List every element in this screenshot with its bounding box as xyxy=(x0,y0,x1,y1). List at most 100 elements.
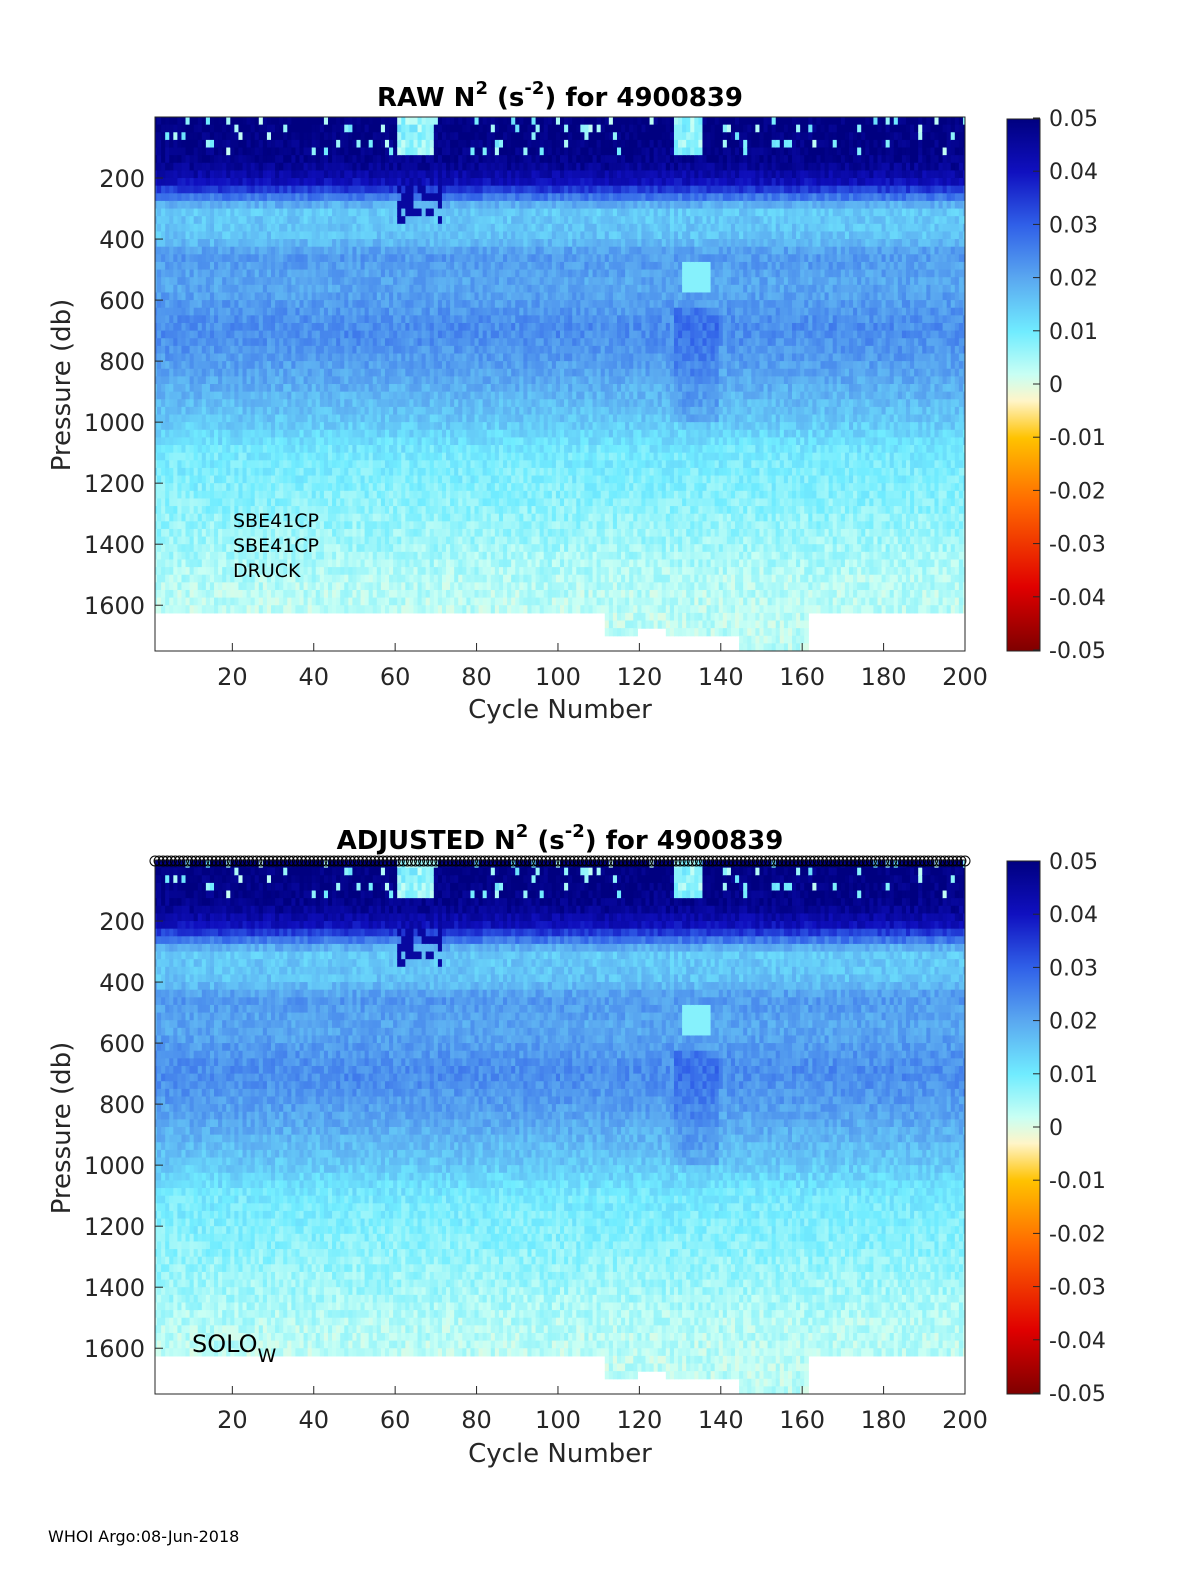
heatmap-cell xyxy=(433,368,439,377)
heatmap-cell xyxy=(389,414,394,423)
heatmap-cell xyxy=(218,429,223,438)
heatmap-cell xyxy=(462,460,467,469)
heatmap-cell xyxy=(250,254,256,263)
heatmap-cell xyxy=(291,284,297,294)
heatmap-cell xyxy=(441,498,447,507)
heatmap-cell xyxy=(437,307,443,316)
heatmap-cell xyxy=(441,223,447,233)
heatmap-cell xyxy=(214,368,219,377)
heatmap-cell xyxy=(230,582,235,591)
heatmap-cell xyxy=(372,376,378,385)
heatmap-cell xyxy=(205,147,211,156)
heatmap-cell xyxy=(340,345,345,355)
heatmap-cell xyxy=(425,216,431,225)
heatmap-cell xyxy=(417,475,423,484)
heatmap-cell xyxy=(364,429,370,438)
heatmap-cell xyxy=(181,536,187,545)
heatmap-cell xyxy=(311,445,317,454)
heatmap-cell xyxy=(332,483,337,492)
heatmap-cell xyxy=(234,536,240,545)
heatmap-cell xyxy=(421,475,427,484)
heatmap-cell xyxy=(380,574,386,583)
heatmap-cell xyxy=(234,170,240,179)
heatmap-cell xyxy=(360,414,366,423)
heatmap-cell xyxy=(454,216,459,225)
heatmap-cell xyxy=(246,200,252,210)
heatmap-cell xyxy=(348,414,354,423)
heatmap-cell xyxy=(185,368,191,377)
heatmap-cell xyxy=(234,528,240,538)
heatmap-cell xyxy=(323,269,329,278)
heatmap-cell xyxy=(165,559,170,568)
heatmap-cell xyxy=(299,216,305,225)
heatmap-cell xyxy=(258,544,264,553)
heatmap-cell xyxy=(238,338,244,347)
heatmap-cell xyxy=(254,155,260,164)
heatmap-cell xyxy=(299,376,305,385)
heatmap-cell xyxy=(433,147,439,156)
heatmap-cell xyxy=(295,437,301,446)
heatmap-cell xyxy=(441,582,447,591)
heatmap-cell xyxy=(303,414,309,423)
heatmap-cell xyxy=(279,452,284,461)
heatmap-cell xyxy=(275,437,280,446)
heatmap-cell xyxy=(222,162,227,171)
heatmap-cell xyxy=(189,117,195,126)
heatmap-cell xyxy=(364,384,370,393)
heatmap-cell xyxy=(352,239,358,248)
heatmap-cell xyxy=(275,223,280,233)
heatmap-cell xyxy=(319,521,325,530)
heatmap-cell xyxy=(384,544,390,553)
heatmap-cell xyxy=(185,399,191,408)
heatmap-cell xyxy=(189,170,195,179)
heatmap-cell xyxy=(209,292,215,301)
heatmap-cell xyxy=(336,216,341,225)
heatmap-cell xyxy=(291,429,297,438)
heatmap-cell xyxy=(450,582,455,591)
heatmap-cell xyxy=(209,559,215,568)
heatmap-cell xyxy=(307,147,313,156)
heatmap-cell xyxy=(214,490,219,500)
heatmap-cell xyxy=(230,506,235,515)
heatmap-cell xyxy=(266,292,272,301)
heatmap-cell xyxy=(173,261,178,271)
heatmap-cell xyxy=(157,361,162,370)
heatmap-cell xyxy=(372,269,378,278)
heatmap-cell xyxy=(287,605,292,614)
heatmap-cell xyxy=(413,300,419,309)
heatmap-cell xyxy=(437,147,443,156)
heatmap-cell xyxy=(185,498,191,507)
heatmap-cell xyxy=(279,231,284,240)
heatmap-cell xyxy=(446,147,451,156)
heatmap-cell xyxy=(283,551,288,561)
heatmap-cell xyxy=(201,559,207,568)
heatmap-cell xyxy=(238,117,244,126)
heatmap-cell xyxy=(315,467,321,477)
heatmap-cell xyxy=(291,506,297,515)
heatmap-cell xyxy=(421,117,427,126)
heatmap-cell xyxy=(360,353,366,362)
heatmap-cell xyxy=(429,368,435,377)
heatmap-cell xyxy=(214,345,219,355)
heatmap-cell xyxy=(271,406,276,416)
heatmap-cell xyxy=(348,589,354,599)
heatmap-cell xyxy=(364,254,370,263)
heatmap-cell xyxy=(205,399,211,408)
heatmap-cell xyxy=(425,162,431,171)
heatmap-cell xyxy=(454,155,459,164)
heatmap-cell xyxy=(254,277,260,286)
heatmap-cell xyxy=(323,567,329,576)
heatmap-cell xyxy=(303,193,309,202)
heatmap-cell xyxy=(214,246,219,255)
heatmap-cell xyxy=(226,178,231,187)
heatmap-cell xyxy=(446,193,451,202)
heatmap-cell xyxy=(393,269,398,278)
heatmap-cell xyxy=(413,345,419,355)
heatmap-cell xyxy=(258,368,264,377)
heatmap-cell xyxy=(250,551,256,561)
heatmap-cell xyxy=(409,368,415,377)
heatmap-cell xyxy=(242,429,248,438)
heatmap-cell xyxy=(266,414,272,423)
heatmap-cell xyxy=(372,178,378,187)
heatmap-cell xyxy=(323,117,329,126)
